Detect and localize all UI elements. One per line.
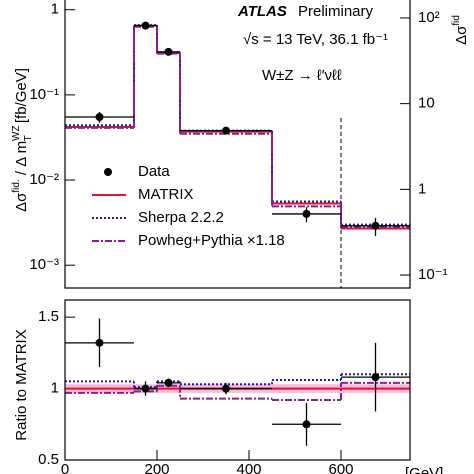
x-axis-title: [GeV] <box>405 465 443 474</box>
data-point <box>141 21 150 30</box>
atlas-status: Preliminary <box>298 3 374 20</box>
y-tick-label: 0.5 <box>38 451 59 468</box>
legend-label: Powheg+Pythia ×1.18 <box>138 232 285 249</box>
data-point <box>222 126 230 135</box>
energy-label: √s = 13 TeV, 36.1 fb⁻¹ <box>243 31 388 48</box>
legend-label: Data <box>138 163 170 180</box>
y-axis-title: Ratio to MATRIX <box>13 329 30 440</box>
y-tick-label: 10⁻¹ <box>29 86 59 103</box>
data-point <box>95 338 104 347</box>
axes-frame <box>64 299 411 461</box>
y2-tick-label: 10² <box>418 9 440 26</box>
y-axis-title: Δσfid. / Δ mWZT [fb/GeV] <box>11 68 34 212</box>
x-tick-label: 0 <box>61 461 69 474</box>
process-label: W±Z → ℓ′νℓℓ <box>262 67 342 84</box>
data-point <box>164 378 173 387</box>
plot-area: 1 10⁻¹ 10⁻² 10⁻³ 10² 10 1 10⁻¹ <box>29 1 448 288</box>
y-tick-label: 10⁻² <box>29 171 59 188</box>
plot-area: 0.5 1 1.5 0 200 400 600 <box>38 308 410 474</box>
y2-axis-title: Δσfid <box>451 15 470 45</box>
data-point <box>371 221 380 230</box>
atlas-label: ATLAS <box>237 3 287 20</box>
y-tick-label: 10⁻³ <box>29 256 59 273</box>
data-point <box>302 209 311 218</box>
y-tick-label: 1 <box>51 380 59 397</box>
data-point <box>164 47 173 56</box>
legend-marker <box>104 168 112 176</box>
y-tick-label: 1.5 <box>38 308 59 325</box>
data-point <box>222 384 230 393</box>
y-tick-label: 1 <box>51 1 59 18</box>
data-point <box>371 373 380 382</box>
y2-tick-label: 10 <box>418 95 435 112</box>
x-tick-label: 600 <box>328 461 353 474</box>
axes-frame <box>64 0 411 289</box>
y2-tick-label: 10⁻¹ <box>418 266 448 283</box>
data-point <box>95 112 104 121</box>
legend-label: Sherpa 2.2.2 <box>138 209 224 226</box>
y2-tick-label: 1 <box>418 180 426 197</box>
legend-label: MATRIX <box>138 186 194 203</box>
data-point <box>302 420 311 429</box>
x-tick-label: 200 <box>144 461 169 474</box>
x-tick-label: 400 <box>236 461 261 474</box>
data-point <box>141 384 150 393</box>
